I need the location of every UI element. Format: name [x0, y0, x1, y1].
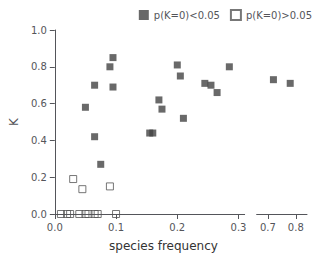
svg-text:0.3: 0.3 — [231, 222, 247, 233]
svg-text:0.7: 0.7 — [260, 222, 276, 233]
svg-text:0.8: 0.8 — [288, 222, 304, 233]
svg-text:K: K — [7, 117, 21, 126]
svg-text:0.0: 0.0 — [47, 222, 63, 233]
svg-text:0.8: 0.8 — [31, 61, 47, 72]
svg-text:p(K=0)<0.05: p(K=0)<0.05 — [154, 10, 220, 21]
svg-text:0.2: 0.2 — [31, 172, 47, 183]
svg-text:p(K=0)>0.05: p(K=0)>0.05 — [246, 10, 312, 21]
svg-text:species frequency: species frequency — [109, 239, 218, 253]
svg-text:0.0: 0.0 — [31, 209, 47, 220]
svg-text:0.4: 0.4 — [31, 135, 47, 146]
svg-text:0.2: 0.2 — [169, 222, 185, 233]
svg-text:1.0: 1.0 — [31, 25, 47, 36]
svg-text:0.1: 0.1 — [108, 222, 124, 233]
svg-text:0.6: 0.6 — [31, 98, 47, 109]
